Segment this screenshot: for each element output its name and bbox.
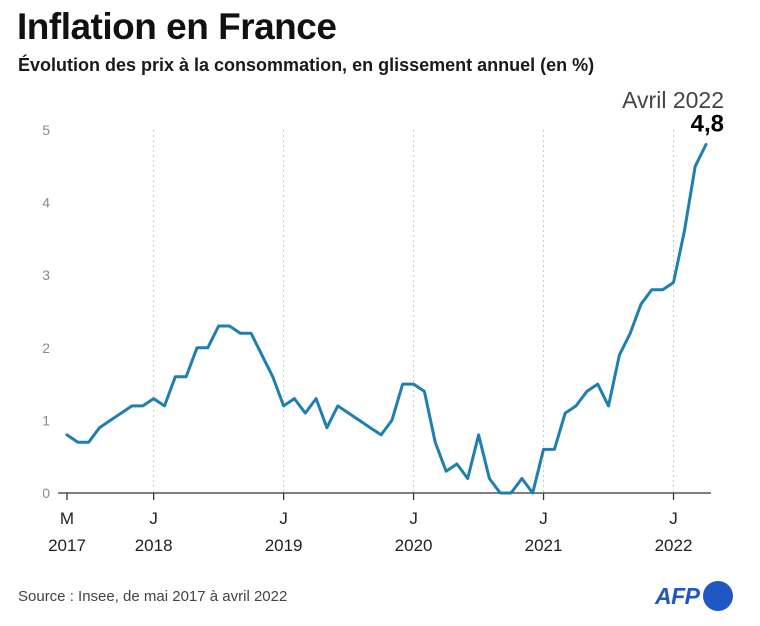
x-tick-month-label: J bbox=[669, 509, 678, 528]
grid-lines bbox=[153, 130, 675, 493]
x-tick-month-label: M bbox=[60, 509, 74, 528]
chart-title: Inflation en France bbox=[17, 6, 337, 47]
afp-logo-dot-icon bbox=[702, 581, 733, 611]
y-tick-label: 4 bbox=[42, 195, 50, 211]
afp-logo: AFP bbox=[655, 581, 733, 611]
x-axis-ticks: M 2017 J 2018 J 2019 J 2020 J 2021 J 2022 bbox=[48, 493, 692, 555]
annotation-value-label: 4,8 bbox=[691, 111, 724, 138]
x-tick-year-label: 2019 bbox=[265, 536, 303, 555]
y-tick-label: 1 bbox=[42, 412, 50, 428]
x-tick-month-label: J bbox=[149, 509, 158, 528]
x-tick-year-label: 2017 bbox=[48, 536, 86, 555]
x-tick-year-label: 2021 bbox=[525, 536, 563, 555]
inflation-series-line bbox=[65, 143, 708, 495]
x-tick-year-label: 2018 bbox=[135, 536, 173, 555]
afp-logo-text: AFP bbox=[655, 582, 700, 609]
y-tick-label: 5 bbox=[42, 122, 50, 138]
y-tick-label: 3 bbox=[42, 267, 50, 283]
annotation-date-label: Avril 2022 bbox=[622, 87, 724, 113]
y-axis-ticks: 0 1 2 3 4 5 bbox=[42, 122, 50, 501]
x-tick-month-label: J bbox=[539, 509, 548, 528]
chart-subtitle: Évolution des prix à la consommation, en… bbox=[18, 55, 595, 75]
x-tick-month-label: J bbox=[279, 509, 288, 528]
x-tick-year-label: 2022 bbox=[655, 536, 693, 555]
y-tick-label: 2 bbox=[42, 340, 50, 356]
source-note: Source : Insee, de mai 2017 à avril 2022 bbox=[18, 588, 288, 605]
y-tick-label: 0 bbox=[42, 485, 50, 501]
x-tick-month-label: J bbox=[409, 509, 418, 528]
x-tick-year-label: 2020 bbox=[395, 536, 433, 555]
